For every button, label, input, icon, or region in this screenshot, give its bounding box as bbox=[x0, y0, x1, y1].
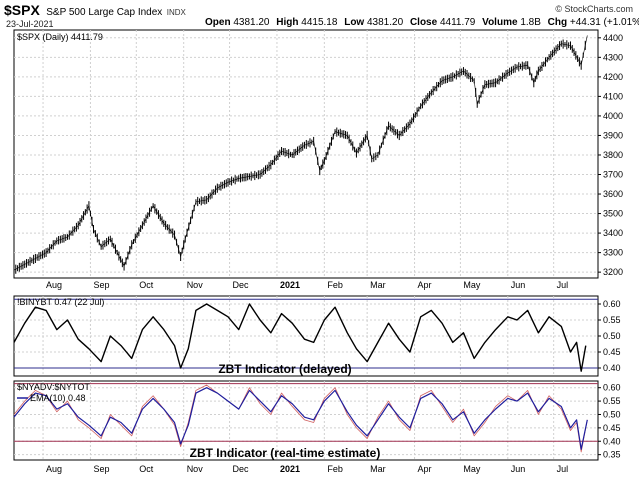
x-tick-label: Mar bbox=[370, 464, 386, 474]
price-series-line bbox=[13, 35, 588, 271]
index-name: S&P 500 Large Cap Index bbox=[46, 7, 163, 18]
binybt-legend: !BINYBT 0.47 (22 Jul) bbox=[17, 297, 104, 307]
x-tick-label: May bbox=[463, 280, 481, 290]
ema-legend: EMA(10) 0.48 bbox=[30, 393, 86, 403]
y-tick-label: 0.50 bbox=[603, 409, 621, 419]
open-label: Open bbox=[205, 17, 231, 28]
x-tick-label: Apr bbox=[418, 280, 432, 290]
x-tick-label: Dec bbox=[233, 464, 250, 474]
y-tick-label: 3700 bbox=[603, 170, 623, 180]
quote-bar: Open 4381.20 High 4415.18 Low 4381.20 Cl… bbox=[205, 17, 639, 28]
x-tick-label: Feb bbox=[327, 280, 343, 290]
y-tick-label: 3300 bbox=[603, 248, 623, 258]
y-tick-label: 0.45 bbox=[603, 347, 621, 357]
y-tick-label: 4100 bbox=[603, 91, 623, 101]
volume-value: 1.8B bbox=[520, 17, 541, 28]
close-label: Close bbox=[409, 17, 438, 28]
y-tick-label: 0.55 bbox=[603, 396, 621, 406]
y-tick-label: 4300 bbox=[603, 52, 623, 62]
x-tick-label: Apr bbox=[418, 464, 432, 474]
y-tick-label: 3900 bbox=[603, 130, 623, 140]
nyadv-legend: $NYADV:$NYTOT bbox=[17, 382, 90, 392]
x-tick-label: Oct bbox=[139, 464, 154, 474]
binybt-series-line bbox=[13, 303, 587, 372]
price-legend: $SPX (Daily) 4411.79 bbox=[17, 32, 103, 42]
y-tick-label: 0.40 bbox=[603, 436, 621, 446]
x-tick-label: Oct bbox=[139, 280, 154, 290]
y-tick-label: 4200 bbox=[603, 72, 623, 82]
volume-label: Volume bbox=[482, 17, 518, 28]
x-tick-label: Aug bbox=[46, 464, 62, 474]
y-tick-label: 0.55 bbox=[603, 315, 621, 325]
chg-value: +44.31 (+1.01%) bbox=[569, 17, 639, 28]
y-tick-label: 3800 bbox=[603, 150, 623, 160]
y-tick-label: 3500 bbox=[603, 209, 623, 219]
x-tick-label: Jul bbox=[557, 464, 569, 474]
x-tick-label: 2021 bbox=[280, 280, 300, 290]
y-tick-label: 4400 bbox=[603, 33, 623, 43]
high-value: 4415.18 bbox=[301, 17, 338, 28]
open-value: 4381.20 bbox=[233, 17, 270, 28]
y-tick-label: 3200 bbox=[603, 267, 623, 277]
x-tick-label: Aug bbox=[46, 280, 62, 290]
y-tick-label: 4000 bbox=[603, 111, 623, 121]
ema-series-line bbox=[13, 387, 588, 450]
zbt-realtime-annotation: ZBT Indicator (real-time estimate) bbox=[190, 446, 381, 460]
nyadv-series-line bbox=[13, 384, 588, 453]
y-tick-label: 0.50 bbox=[603, 331, 621, 341]
x-tick-label: Jun bbox=[511, 464, 526, 474]
x-tick-label: Jul bbox=[557, 280, 569, 290]
y-tick-label: 0.40 bbox=[603, 363, 621, 373]
chg-label: Chg bbox=[547, 17, 568, 28]
x-tick-label: Dec bbox=[233, 280, 250, 290]
low-label: Low bbox=[344, 17, 365, 28]
close-value: 4411.79 bbox=[439, 17, 476, 28]
y-tick-label: 0.45 bbox=[603, 423, 621, 433]
x-tick-label: Jun bbox=[511, 280, 526, 290]
x-tick-label: Sep bbox=[93, 280, 109, 290]
x-tick-label: May bbox=[463, 464, 481, 474]
zbt-delayed-annotation: ZBT Indicator (delayed) bbox=[218, 362, 351, 376]
x-tick-label: Nov bbox=[187, 280, 204, 290]
y-tick-label: 3400 bbox=[603, 228, 623, 238]
x-tick-label: Sep bbox=[93, 464, 109, 474]
x-tick-label: 2021 bbox=[280, 464, 300, 474]
y-tick-label: 3600 bbox=[603, 189, 623, 199]
y-tick-label: 0.60 bbox=[603, 299, 621, 309]
x-tick-label: Nov bbox=[187, 464, 204, 474]
high-label: High bbox=[276, 17, 299, 28]
symbol-label: $SPX bbox=[4, 2, 40, 18]
chart-header-symbol: $SPX S&P 500 Large Cap Index INDX bbox=[4, 2, 186, 20]
chart-date: 23-Jul-2021 bbox=[6, 19, 54, 29]
exchange-label: INDX bbox=[166, 8, 186, 17]
y-tick-label: 0.35 bbox=[603, 450, 621, 460]
x-tick-label: Feb bbox=[327, 464, 343, 474]
watermark: © StockCharts.com bbox=[555, 4, 633, 14]
low-value: 4381.20 bbox=[367, 17, 404, 28]
y-tick-label: 0.60 bbox=[603, 383, 621, 393]
x-tick-label: Mar bbox=[370, 280, 386, 290]
panel-frame-1 bbox=[13, 29, 599, 279]
